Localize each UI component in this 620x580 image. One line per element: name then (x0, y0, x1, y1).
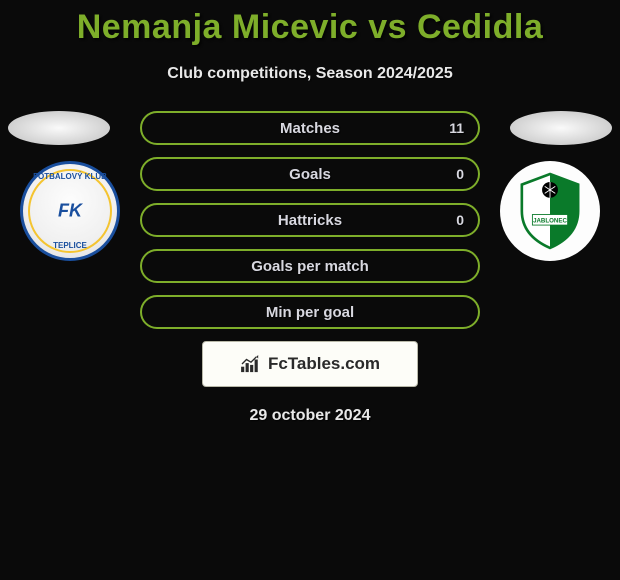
stat-value-right: 0 (456, 166, 464, 182)
branding-text: FcTables.com (268, 354, 380, 374)
stat-label: Matches (280, 120, 340, 137)
stat-label: Min per goal (266, 304, 354, 321)
stat-label: Goals (289, 166, 331, 183)
badge-left-bottom-text: TEPLICE (23, 241, 117, 250)
club-badge-right: JABLONEC (500, 161, 600, 261)
club-badge-left: FOTBALOVÝ KLUB FK TEPLICE (20, 161, 120, 261)
branding-box[interactable]: FcTables.com (202, 341, 418, 387)
stat-row-hattricks: Hattricks 0 (140, 203, 480, 237)
badge-left-initials: FK (58, 201, 82, 222)
date-line: 29 october 2024 (0, 407, 620, 425)
stat-value-right: 0 (456, 212, 464, 228)
stat-value-right: 11 (449, 120, 464, 136)
stat-row-min-per-goal: Min per goal (140, 295, 480, 329)
stat-row-goals-per-match: Goals per match (140, 249, 480, 283)
stats-container: Matches 11 Goals 0 Hattricks 0 Goals per… (140, 111, 480, 329)
stat-label: Hattricks (278, 212, 342, 229)
player-photo-left (8, 111, 110, 145)
badge-right-text: JABLONEC (533, 217, 567, 224)
jablonec-shield-icon: JABLONEC (506, 167, 594, 255)
main-comparison-area: FOTBALOVÝ KLUB FK TEPLICE JABLONEC Match… (0, 111, 620, 425)
stat-row-matches: Matches 11 (140, 111, 480, 145)
chart-icon (240, 355, 262, 373)
badge-left-top-text: FOTBALOVÝ KLUB (23, 172, 117, 181)
player-photo-right (510, 111, 612, 145)
comparison-title: Nemanja Micevic vs Cedidla (0, 0, 620, 47)
stat-label: Goals per match (251, 258, 369, 275)
stat-row-goals: Goals 0 (140, 157, 480, 191)
subtitle: Club competitions, Season 2024/2025 (0, 65, 620, 83)
